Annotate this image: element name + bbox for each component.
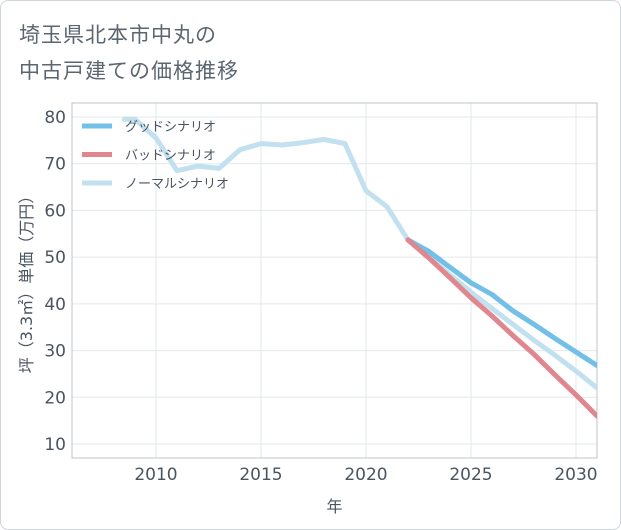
- y-tick-label: 40: [44, 295, 66, 315]
- legend-label: ノーマルシナリオ: [125, 177, 229, 192]
- chart-title-line-2: 中古戸建ての価格推移: [19, 59, 239, 83]
- x-tick-label: 2015: [239, 465, 282, 485]
- x-tick-labels: 2010 2015 2020 2025 2030: [134, 465, 597, 485]
- y-tick-label: 50: [44, 248, 66, 268]
- x-tick-label: 2010: [134, 465, 177, 485]
- y-tick-label: 70: [44, 155, 66, 175]
- legend-label: バッドシナリオ: [125, 149, 216, 164]
- x-tick-label: 2030: [554, 465, 597, 485]
- series-line-1: [405, 237, 597, 368]
- series-lines: [122, 116, 597, 419]
- chart-title: 埼玉県北本市中丸の 中古戸建ての価格推移: [19, 17, 239, 89]
- y-tick-label: 10: [44, 435, 66, 455]
- y-tick-label: 80: [44, 108, 66, 128]
- x-tick-label: 2025: [449, 465, 492, 485]
- x-axis-label: 年: [326, 497, 342, 516]
- legend-label: グッドシナリオ: [125, 120, 216, 135]
- y-tick-label: 20: [44, 388, 66, 408]
- series-line-2: [405, 237, 597, 419]
- y-tick-label: 30: [44, 342, 66, 362]
- x-tick-label: 2020: [344, 465, 387, 485]
- plot-frame: [71, 102, 598, 459]
- y-tick-label: 60: [44, 201, 66, 221]
- series-line-0: [122, 116, 597, 391]
- chart-title-line-1: 埼玉県北本市中丸の: [19, 23, 217, 47]
- y-axis-label: 坪（3.3㎡）単価（万円）: [17, 188, 36, 373]
- y-tick-labels: 10 20 30 40 50 60 70 80: [44, 108, 66, 455]
